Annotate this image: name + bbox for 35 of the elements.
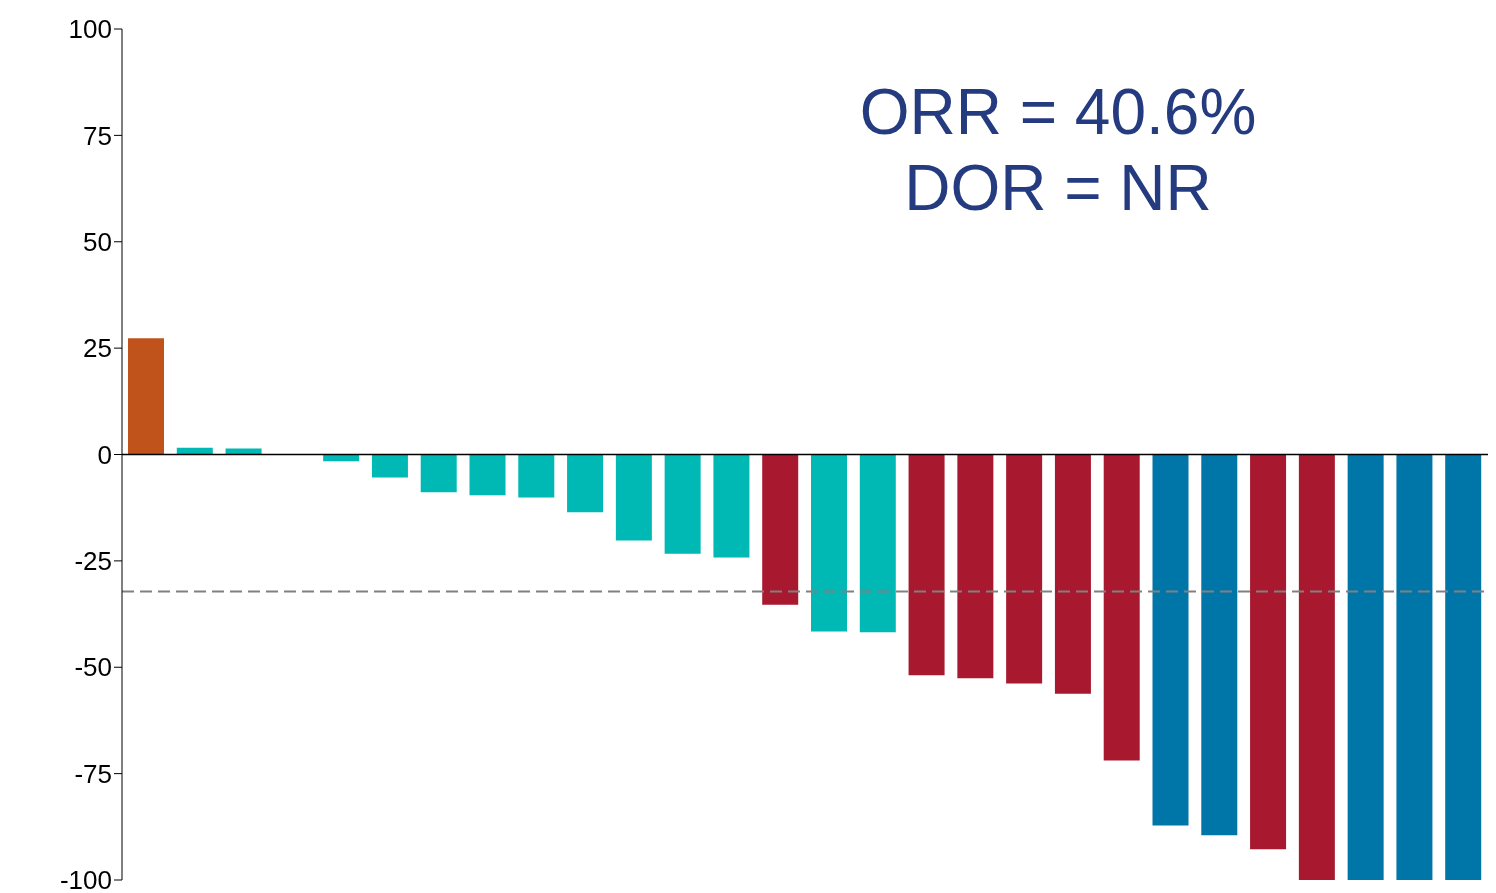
bar (957, 454, 994, 679)
bar (1445, 454, 1482, 880)
bar (1152, 454, 1189, 826)
bar (1006, 454, 1043, 684)
bar (762, 454, 799, 605)
bar (518, 454, 555, 498)
bar (1347, 454, 1384, 880)
y-tick-label: -75 (74, 758, 112, 789)
bar (713, 454, 750, 558)
annotation: DOR = NR (903, 151, 1213, 226)
bar (1250, 454, 1287, 850)
bar (469, 454, 506, 496)
bar (1396, 454, 1433, 880)
bar (811, 454, 847, 632)
bar (615, 454, 652, 541)
bar (1103, 454, 1140, 761)
y-tick-label: 100 (68, 14, 112, 45)
bar (1054, 454, 1091, 694)
y-tick-label: 50 (83, 226, 112, 257)
y-tick-label: 0 (97, 439, 112, 470)
y-tick-label: -25 (74, 546, 112, 577)
y-tick-label: -50 (74, 652, 112, 683)
y-tick-label: 25 (83, 333, 112, 364)
bar (908, 454, 945, 676)
bar (128, 338, 164, 455)
bar (859, 454, 896, 633)
bar (664, 454, 701, 554)
bar (420, 454, 457, 493)
y-tick-label: 75 (83, 120, 112, 151)
bar (567, 454, 604, 513)
bar (1298, 454, 1335, 880)
bar (371, 454, 408, 478)
y-tick-label: -100 (59, 865, 112, 893)
annotation: ORR = 40.6% (858, 75, 1258, 150)
bar (1201, 454, 1238, 836)
